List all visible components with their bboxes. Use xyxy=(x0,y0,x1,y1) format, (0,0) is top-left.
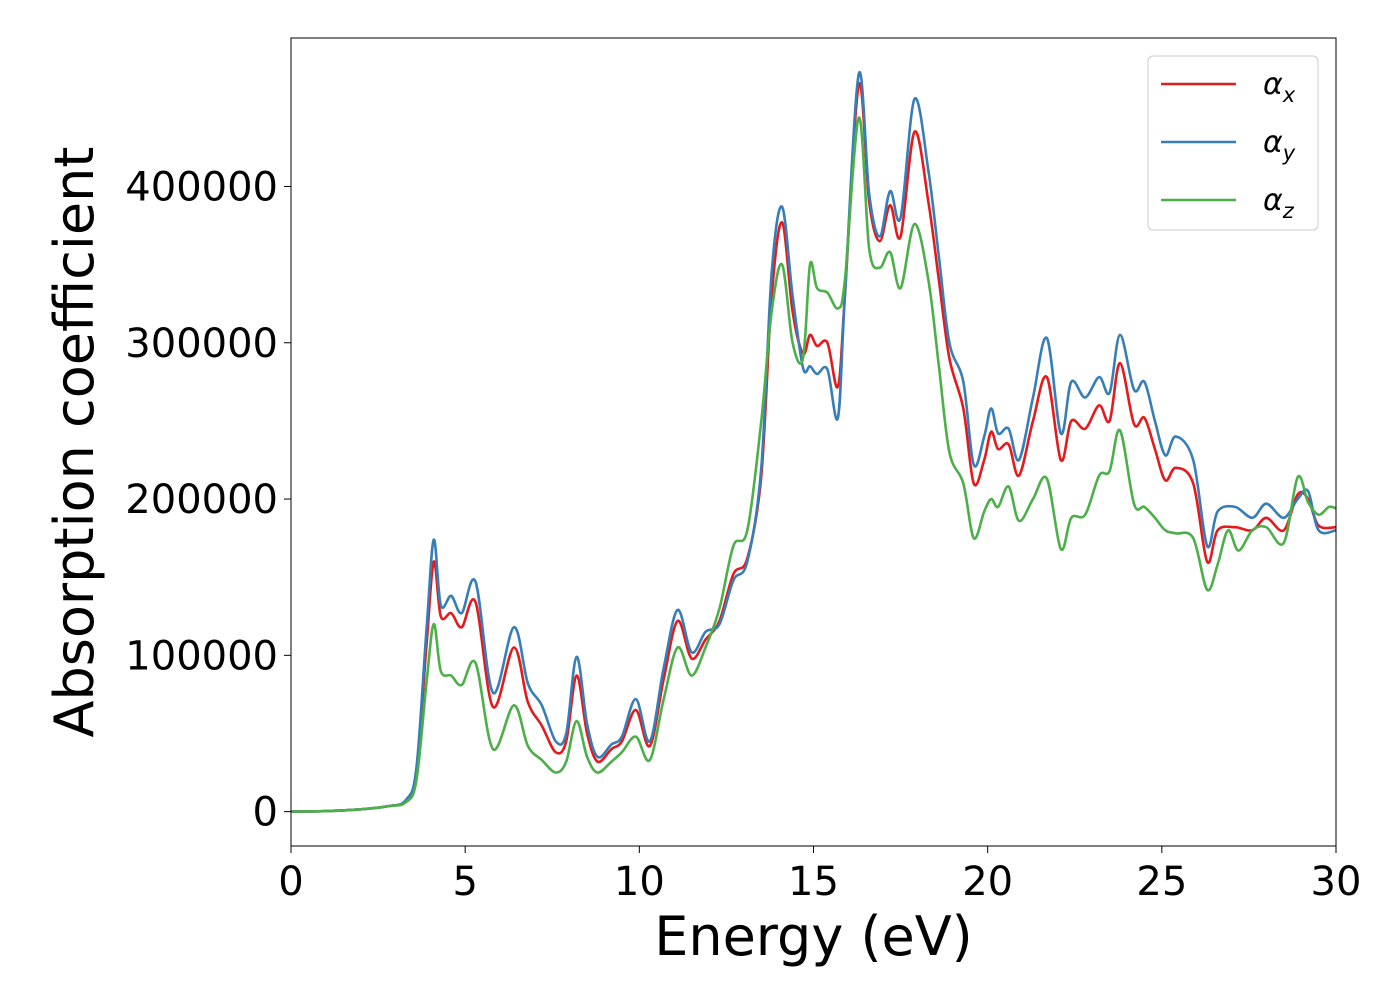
legend-label-y: αy xyxy=(1263,125,1296,165)
x-axis-ticks: 0 5 10 15 20 25 30 xyxy=(278,846,1361,905)
y-tick-label: 100000 xyxy=(125,633,278,679)
y-axis-ticks: 0 100000 200000 300000 400000 xyxy=(125,164,291,836)
legend-label-x: αx xyxy=(1263,67,1296,107)
x-axis-label: Energy (eV) xyxy=(654,905,973,968)
legend: αx αy αz xyxy=(1147,55,1319,231)
x-tick-label: 5 xyxy=(452,859,477,905)
series-layer xyxy=(291,70,1336,813)
x-tick-label: 10 xyxy=(614,859,665,905)
y-tick-label: 200000 xyxy=(125,477,278,523)
x-tick-label: 30 xyxy=(1311,859,1362,905)
legend-label-z: αz xyxy=(1263,183,1295,223)
y-tick-label: 300000 xyxy=(125,321,278,367)
y-axis-label: Absorption coefficient xyxy=(43,147,106,738)
y-tick-label: 400000 xyxy=(125,164,278,210)
x-tick-label: 15 xyxy=(788,859,839,905)
y-tick-label: 0 xyxy=(253,790,278,836)
series-line-y xyxy=(291,70,1336,813)
x-tick-label: 25 xyxy=(1136,859,1187,905)
x-tick-label: 0 xyxy=(278,859,303,905)
x-tick-label: 20 xyxy=(962,859,1013,905)
series-line-z xyxy=(291,116,1336,813)
